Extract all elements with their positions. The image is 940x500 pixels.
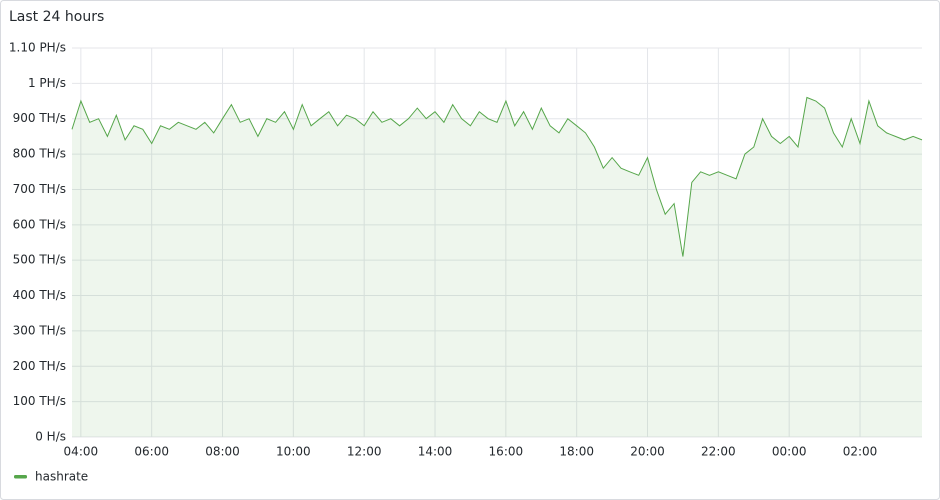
x-tick-label: 08:00 (205, 445, 240, 459)
y-tick-label: 800 TH/s (13, 147, 66, 161)
legend-swatch (14, 475, 27, 479)
y-tick-label: 1.10 PH/s (9, 41, 66, 55)
panel-title: Last 24 hours (9, 9, 104, 25)
y-tick-label: 100 TH/s (13, 394, 66, 408)
x-tick-label: 20:00 (630, 445, 665, 459)
y-tick-label: 500 TH/s (13, 253, 66, 267)
x-tick-label: 02:00 (843, 445, 878, 459)
y-tick-label: 400 TH/s (13, 288, 66, 302)
x-tick-label: 06:00 (134, 445, 169, 459)
y-tick-label: 300 TH/s (13, 323, 66, 337)
x-tick-label: 00:00 (772, 445, 807, 459)
x-tick-label: 10:00 (276, 445, 311, 459)
x-tick-label: 12:00 (347, 445, 382, 459)
x-tick-label: 18:00 (559, 445, 594, 459)
y-tick-label: 1 PH/s (28, 76, 66, 90)
legend-label: hashrate (35, 470, 88, 484)
line (71, 96, 923, 257)
y-tick-label: 200 TH/s (13, 359, 66, 373)
area (72, 97, 922, 437)
x-tick-label: 16:00 (489, 445, 524, 459)
y-tick-label: 900 TH/s (13, 111, 66, 125)
x-tick-label: 14:00 (418, 445, 453, 459)
x-tick-label: 22:00 (701, 445, 736, 459)
x-tick-label: 04:00 (64, 445, 99, 459)
y-tick-label: 700 TH/s (13, 182, 66, 196)
y-tick-label: 0 H/s (35, 430, 66, 444)
y-tick-label: 600 TH/s (13, 217, 66, 231)
